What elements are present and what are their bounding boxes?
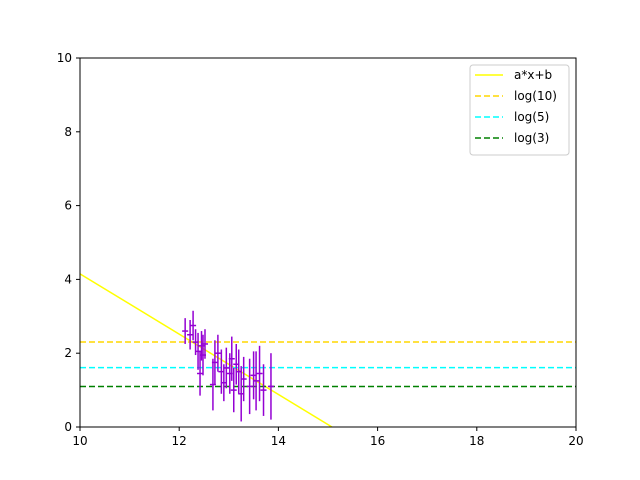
y-tick-label: 4 [64,272,72,286]
errorbar-point-11 [214,334,221,372]
legend-label: a*x+b [514,68,552,82]
y-tick-label: 10 [57,51,72,65]
legend-label: log(3) [514,131,549,145]
axes: 10 12 14 16 18 20 0 2 4 6 8 10 [57,51,584,448]
legend-entry-3: log(3) [475,131,549,145]
errorbar-point-26 [260,364,267,416]
errorbar-point-8 [201,329,208,359]
legend: a*x+b log(10) log(5) log(3) [469,64,570,156]
errorbar-point-17 [230,367,237,413]
x-tick-label: 20 [568,434,583,448]
plot-area [80,273,576,427]
axes-frame [79,57,577,428]
errorbar-point-16 [228,336,235,381]
y-tick-label: 8 [64,125,72,139]
y-tick-label: 0 [64,420,72,434]
series-line-0 [80,273,333,427]
errorbar-point-25 [256,345,263,402]
x-tick-label: 18 [469,434,484,448]
errorbar-point-2 [190,310,197,341]
legend-label: log(10) [514,89,557,103]
errorbar-point-21 [240,356,247,402]
legend-entry-0: a*x+b [475,68,552,82]
legend-entry-2: log(5) [475,110,549,124]
x-tick-label: 10 [72,434,87,448]
errorbar-point-14 [223,347,230,389]
y-tick-label: 2 [64,346,72,360]
errorbar-point-27 [267,353,274,420]
legend-entry-1: log(10) [475,89,557,103]
plot-clip-group [80,273,576,427]
errorbar-point-22 [246,358,253,415]
x-tick-label: 14 [271,434,286,448]
errorbar-point-5 [197,351,204,396]
y-tick-label: 6 [64,199,72,213]
errorbar-point-0 [182,318,189,344]
errorbar-point-24 [253,351,260,411]
legend-label: log(5) [514,110,549,124]
errorbar-point-10 [211,340,218,385]
x-tick-label: 12 [172,434,187,448]
legend-box [469,64,570,156]
x-tick-label: 16 [370,434,385,448]
